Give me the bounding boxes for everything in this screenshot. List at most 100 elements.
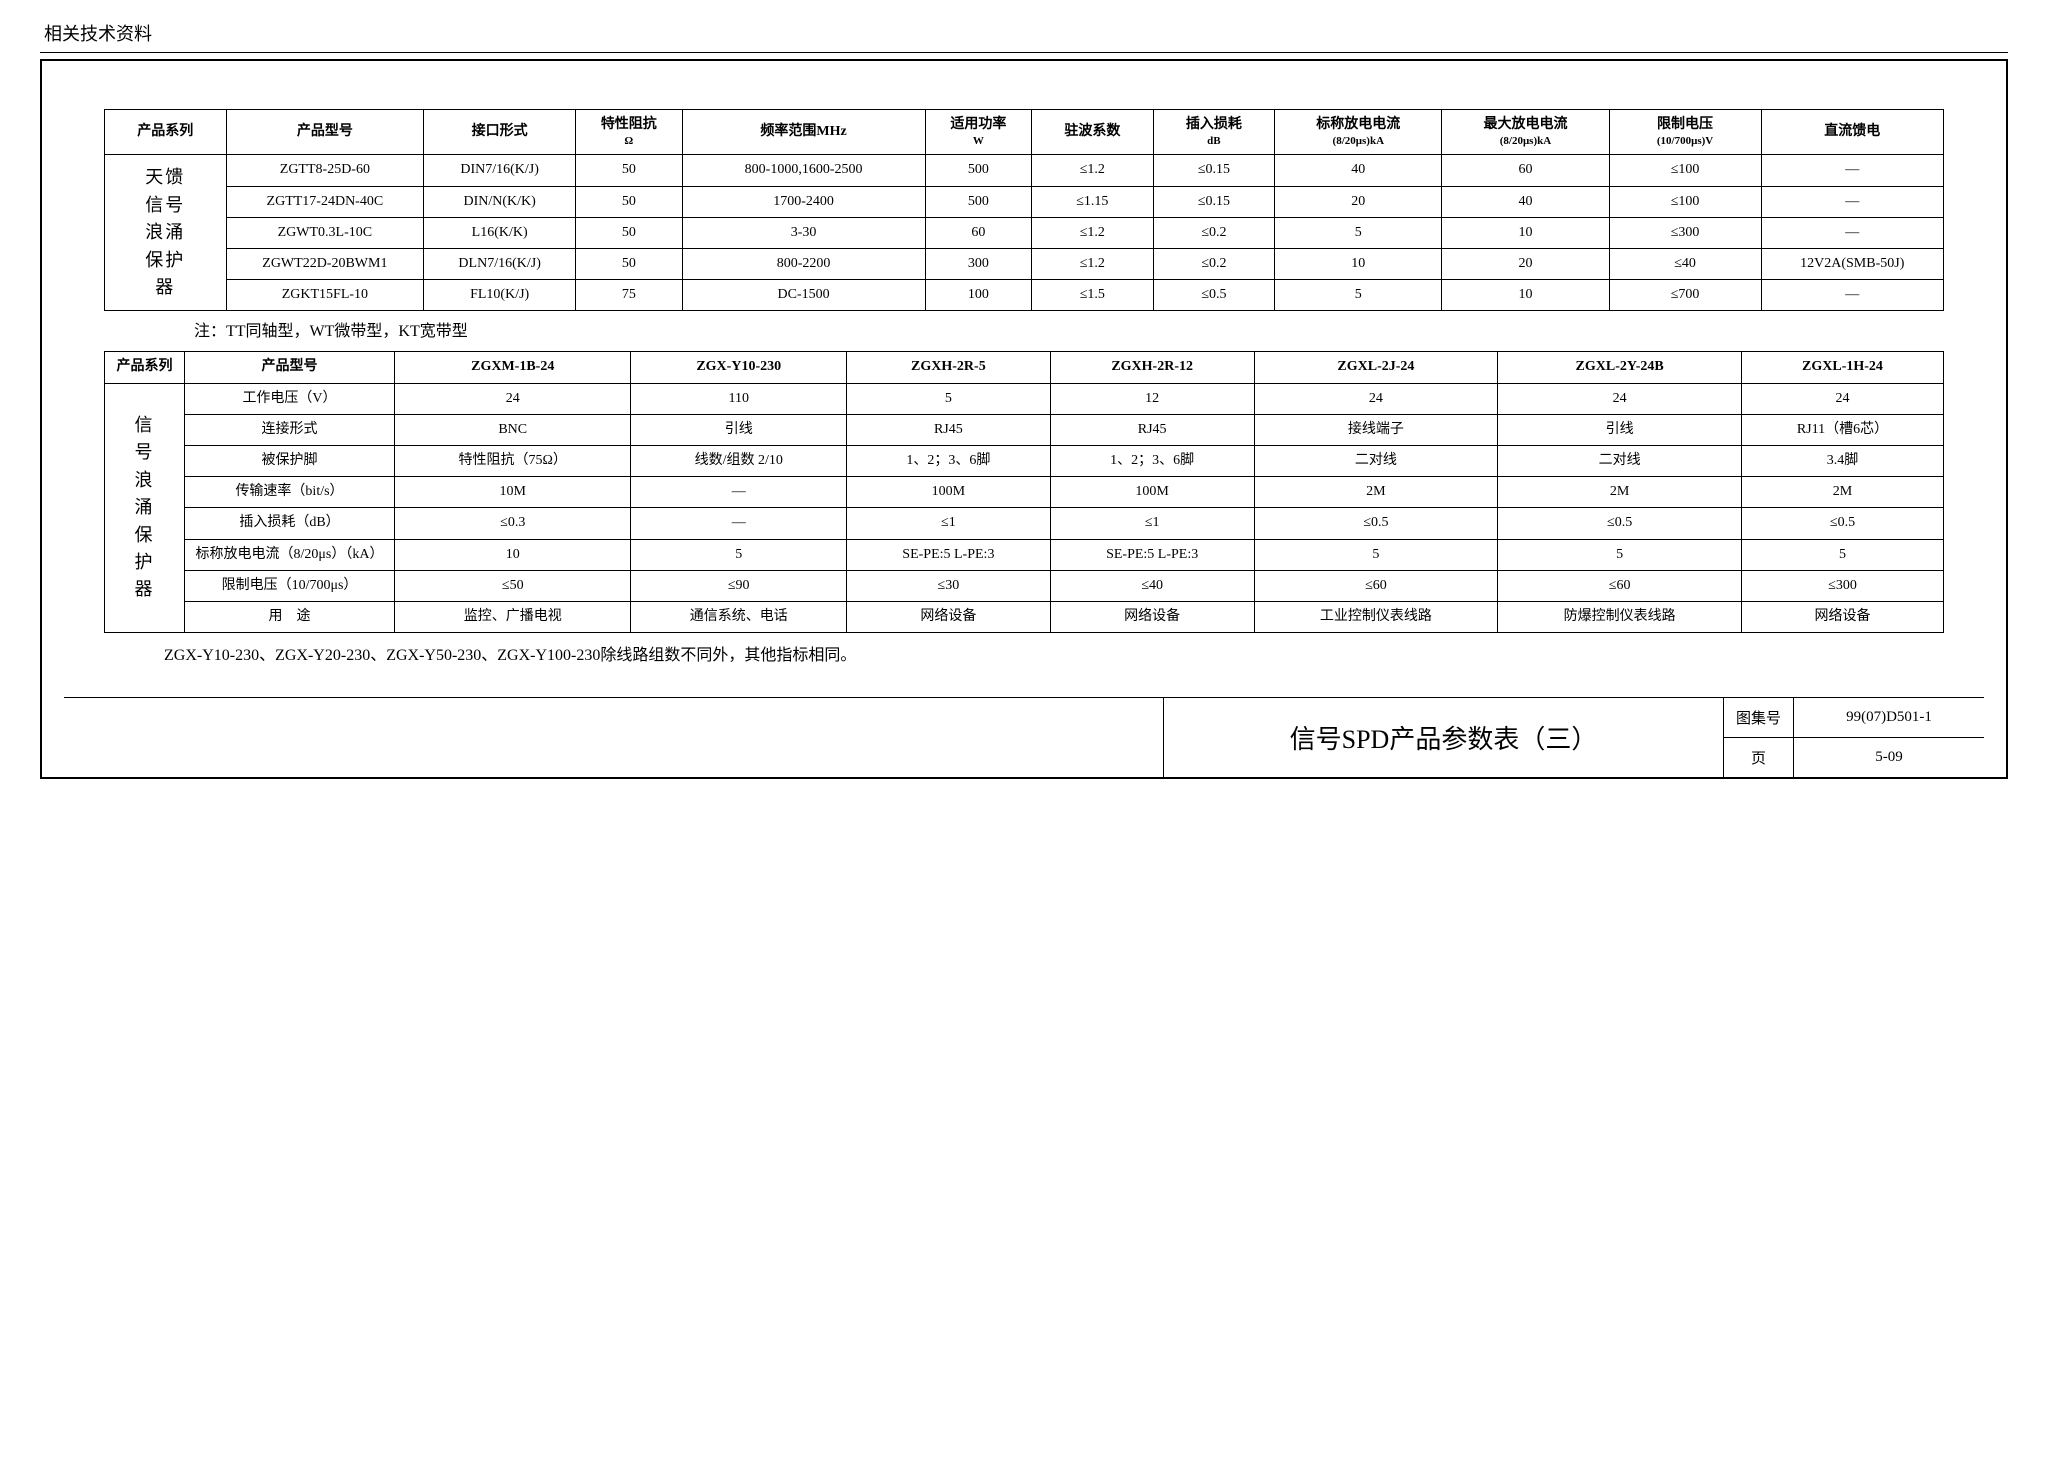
t2-hdr-modelcol: ZGXL-2J-24	[1254, 352, 1498, 383]
t2-param-label: 标称放电电流（8/20μs）（kA）	[185, 539, 395, 570]
t2-cell: 100M	[846, 477, 1050, 508]
t2-cell: 10M	[395, 477, 631, 508]
series-char: 器	[109, 578, 180, 601]
t2-cell: ≤30	[846, 570, 1050, 601]
table1-note: 注：TT同轴型，WT微带型，KT宽带型	[104, 311, 1944, 351]
series-char-pair: 天馈	[109, 166, 222, 189]
t2-cell: SE-PE:5 L-PE:3	[1050, 539, 1254, 570]
table1-row: ZGTT17-24DN-40CDIN/N(K/K)501700-2400500≤…	[105, 186, 1944, 217]
meta-value-atlas: 99(07)D501-1	[1794, 698, 1984, 737]
hdr-limit: 限制电压 (10/700μs)V	[1609, 110, 1761, 155]
table-signal-spd: 产品系列 产品型号 ZGXM-1B-24ZGX-Y10-230ZGXH-2R-5…	[104, 351, 1944, 633]
cell-freq: 1700-2400	[682, 186, 925, 217]
t2-hdr-modelcol: ZGXH-2R-12	[1050, 352, 1254, 383]
hdr-vswr: 驻波系数	[1032, 110, 1154, 155]
cell-port: DIN7/16(K/J)	[424, 155, 576, 186]
cell-nominal: 10	[1275, 249, 1442, 280]
cell-vswr: ≤1.2	[1032, 249, 1154, 280]
t2-cell: 引线	[1498, 414, 1742, 445]
table1-header-row: 产品系列 产品型号 接口形式 特性阻抗 Ω 频率范围MHz 适用功率 W 驻波系…	[105, 110, 1944, 155]
t2-cell: 24	[395, 383, 631, 414]
cell-insloss: ≤0.2	[1153, 217, 1275, 248]
cell-insloss: ≤0.2	[1153, 249, 1275, 280]
t2-hdr-modelcol: ZGXL-2Y-24B	[1498, 352, 1742, 383]
t2-cell: 通信系统、电话	[631, 601, 847, 632]
t2-cell: ≤1	[846, 508, 1050, 539]
t2-cell: 特性阻抗（75Ω）	[395, 445, 631, 476]
table2-row: 限制电压（10/700μs）≤50≤90≤30≤40≤60≤60≤300	[105, 570, 1944, 601]
cell-limit: ≤100	[1609, 186, 1761, 217]
t2-cell: 线数/组数 2/10	[631, 445, 847, 476]
t2-param-label: 限制电压（10/700μs）	[185, 570, 395, 601]
t2-cell: 5	[1254, 539, 1498, 570]
title-meta: 图集号 99(07)D501-1 页 5-09	[1724, 698, 1984, 777]
hdr-nominal: 标称放电电流 (8/20μs)kA	[1275, 110, 1442, 155]
table2-header-row: 产品系列 产品型号 ZGXM-1B-24ZGX-Y10-230ZGXH-2R-5…	[105, 352, 1944, 383]
table2-row: 传输速率（bit/s）10M—100M100M2M2M2M	[105, 477, 1944, 508]
t2-cell: RJ11（槽6芯）	[1741, 414, 1943, 445]
hdr-nominal-label: 标称放电电流	[1316, 117, 1400, 132]
t2-cell: —	[631, 508, 847, 539]
t2-cell: ≤0.5	[1741, 508, 1943, 539]
cell-max: 20	[1442, 249, 1609, 280]
hdr-impedance-unit: Ω	[580, 134, 677, 148]
hdr-max-label: 最大放电电流	[1483, 117, 1567, 132]
cell-power: 300	[925, 249, 1031, 280]
table2-row: 信号浪涌保护器工作电压（V）24110512242424	[105, 383, 1944, 414]
meta-label-atlas: 图集号	[1724, 698, 1794, 737]
table2-row: 连接形式BNC引线RJ45RJ45接线端子引线RJ11（槽6芯）	[105, 414, 1944, 445]
t2-param-label: 传输速率（bit/s）	[185, 477, 395, 508]
t2-cell: RJ45	[846, 414, 1050, 445]
title-meta-row-page: 页 5-09	[1724, 738, 1984, 777]
hdr-insloss-label: 插入损耗	[1186, 117, 1242, 132]
t2-cell: 网络设备	[1741, 601, 1943, 632]
cell-nominal: 40	[1275, 155, 1442, 186]
t2-cell: 110	[631, 383, 847, 414]
series-char: 浪	[109, 469, 180, 492]
t2-cell: 引线	[631, 414, 847, 445]
cell-max: 60	[1442, 155, 1609, 186]
t2-cell: ≤60	[1498, 570, 1742, 601]
t2-cell: 5	[846, 383, 1050, 414]
series-char-pair: 保护	[109, 249, 222, 272]
t2-cell: ≤0.5	[1498, 508, 1742, 539]
hdr-insloss-unit: dB	[1158, 134, 1271, 148]
t2-cell: 24	[1254, 383, 1498, 414]
cell-freq: 800-2200	[682, 249, 925, 280]
cell-limit: ≤40	[1609, 249, 1761, 280]
hdr-limit-label: 限制电压	[1657, 117, 1713, 132]
hdr-power-label: 适用功率	[950, 117, 1006, 132]
hdr-dc: 直流馈电	[1761, 110, 1943, 155]
table2-row: 用 途监控、广播电视通信系统、电话网络设备网络设备工业控制仪表线路防爆控制仪表线…	[105, 601, 1944, 632]
t2-cell: 网络设备	[1050, 601, 1254, 632]
t2-param-label: 用 途	[185, 601, 395, 632]
hdr-port: 接口形式	[424, 110, 576, 155]
cell-limit: ≤300	[1609, 217, 1761, 248]
t2-cell: 网络设备	[846, 601, 1050, 632]
t2-cell: 2M	[1498, 477, 1742, 508]
t2-cell: 3.4脚	[1741, 445, 1943, 476]
t2-cell: 24	[1498, 383, 1742, 414]
hdr-max-unit: (8/20μs)kA	[1446, 134, 1604, 148]
t2-cell: ≤0.3	[395, 508, 631, 539]
series-char: 护	[109, 551, 180, 574]
cell-power: 60	[925, 217, 1031, 248]
title-meta-row-atlas: 图集号 99(07)D501-1	[1724, 698, 1984, 738]
hdr-insloss: 插入损耗 dB	[1153, 110, 1275, 155]
cell-model: ZGWT0.3L-10C	[226, 217, 424, 248]
t2-hdr-modelcol: ZGXL-1H-24	[1741, 352, 1943, 383]
t2-cell: 防爆控制仪表线路	[1498, 601, 1742, 632]
t2-cell: 1、2；3、6脚	[1050, 445, 1254, 476]
t2-cell: 2M	[1741, 477, 1943, 508]
cell-freq: 3-30	[682, 217, 925, 248]
cell-limit: ≤100	[1609, 155, 1761, 186]
table2-footnote: ZGX-Y10-230、ZGX-Y20-230、ZGX-Y50-230、ZGX-…	[104, 633, 1944, 669]
table2-row: 被保护脚特性阻抗（75Ω）线数/组数 2/101、2；3、6脚1、2；3、6脚二…	[105, 445, 1944, 476]
page-header: 相关技术资料	[40, 20, 2008, 46]
cell-port: FL10(K/J)	[424, 280, 576, 311]
series-char-pair: 器	[109, 276, 222, 299]
cell-impedance: 75	[576, 280, 682, 311]
t2-cell: ≤300	[1741, 570, 1943, 601]
cell-vswr: ≤1.2	[1032, 217, 1154, 248]
t2-cell: SE-PE:5 L-PE:3	[846, 539, 1050, 570]
